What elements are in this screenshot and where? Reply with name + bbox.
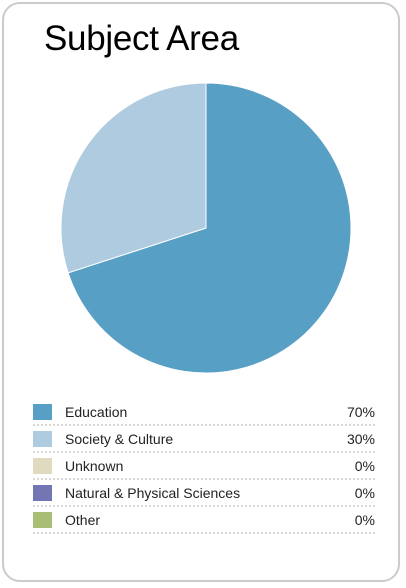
legend-label-education: Education: [65, 404, 128, 420]
legend-item-other: Other 0%: [33, 507, 375, 534]
legend-label-other: Other: [65, 512, 101, 528]
legend-item-natural-physical-sciences: Natural & Physical Sciences 0%: [33, 480, 375, 507]
legend-swatch-other: [33, 512, 52, 528]
pie-slice-education: [67, 82, 352, 374]
legend-value-unknown: 0%: [354, 458, 375, 474]
chart-legend: Education 70% Society & Culture 30% Unkn…: [33, 399, 375, 534]
legend-value-natural-physical-sciences: 0%: [354, 485, 375, 501]
legend-label-natural-physical-sciences: Natural & Physical Sciences: [65, 485, 241, 501]
legend-item-education: Education 70%: [33, 399, 375, 426]
legend-label-unknown: Unknown: [65, 458, 124, 474]
legend-label-society-culture: Society & Culture: [65, 431, 174, 447]
legend-item-unknown: Unknown 0%: [33, 453, 375, 480]
legend-value-education: 70%: [346, 404, 375, 420]
chart-title: Subject Area: [44, 19, 239, 58]
pie-slice-society-culture: [60, 82, 207, 274]
legend-swatch-natural-physical-sciences: [33, 485, 52, 501]
legend-swatch-society-culture: [33, 431, 52, 447]
legend-value-society-culture: 30%: [346, 431, 375, 447]
legend-item-society-culture: Society & Culture 30%: [33, 426, 375, 453]
legend-swatch-education: [33, 404, 52, 420]
legend-value-other: 0%: [354, 512, 375, 528]
legend-swatch-unknown: [33, 458, 52, 474]
